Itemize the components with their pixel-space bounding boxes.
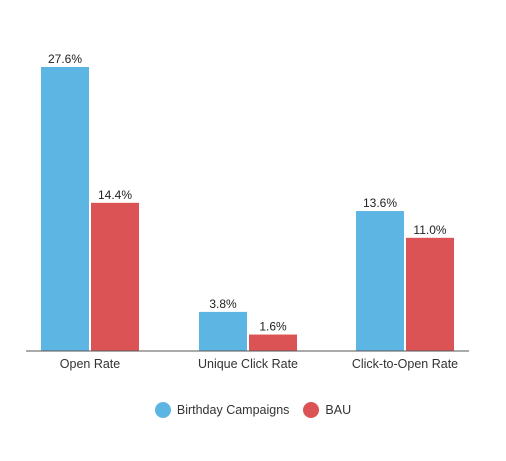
data-label-bau-click-to-open-rate: 11.0% xyxy=(413,223,446,237)
legend-item-bau: BAU xyxy=(303,402,351,418)
x-tick-label: Unique Click Rate xyxy=(198,357,298,371)
bar-bau-open-rate xyxy=(91,202,139,351)
bar-birthday-campaigns-open-rate xyxy=(41,67,89,351)
legend-swatch xyxy=(303,402,320,418)
data-label-bau-open-rate: 14.4% xyxy=(98,188,132,202)
bar-bau-unique-click-rate xyxy=(249,334,297,351)
legend-label: BAU xyxy=(325,403,352,417)
bar-birthday-campaigns-click-to-open-rate xyxy=(356,211,404,351)
legend-swatch xyxy=(154,402,171,418)
bar-birthday-campaigns-unique-click-rate xyxy=(199,311,247,351)
chart-legend: Birthday Campaigns BAU xyxy=(0,398,506,422)
data-label-birthday-campaigns-click-to-open-rate: 13.6% xyxy=(363,196,397,210)
legend-label: Birthday Campaigns xyxy=(176,403,290,417)
x-tick-label: Open Rate xyxy=(60,357,121,371)
data-label-birthday-campaigns-unique-click-rate: 3.8% xyxy=(209,297,237,311)
data-label-bau-unique-click-rate: 1.6% xyxy=(259,320,287,334)
legend-item-birthday-campaigns: Birthday Campaigns xyxy=(154,402,290,418)
bar-bau-click-to-open-rate xyxy=(406,237,454,351)
data-label-birthday-campaigns-open-rate: 27.6% xyxy=(48,52,82,66)
x-tick-label: Click-to-Open Rate xyxy=(352,357,458,371)
